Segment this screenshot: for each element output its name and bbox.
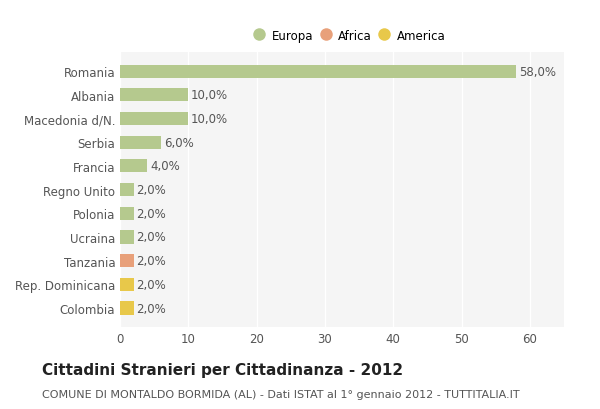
Text: 2,0%: 2,0% [136,207,166,220]
Text: 2,0%: 2,0% [136,184,166,197]
Text: COMUNE DI MONTALDO BORMIDA (AL) - Dati ISTAT al 1° gennaio 2012 - TUTTITALIA.IT: COMUNE DI MONTALDO BORMIDA (AL) - Dati I… [42,389,520,399]
Bar [120,65,516,79]
Bar [120,207,134,220]
Bar [120,302,134,315]
Bar [120,184,134,197]
Bar [120,160,148,173]
Text: 2,0%: 2,0% [136,254,166,267]
Bar [120,137,161,149]
Text: 2,0%: 2,0% [136,231,166,244]
Text: 10,0%: 10,0% [191,89,228,102]
Text: Cittadini Stranieri per Cittadinanza - 2012: Cittadini Stranieri per Cittadinanza - 2… [42,362,403,377]
Text: 2,0%: 2,0% [136,302,166,315]
Legend: Europa, Africa, America: Europa, Africa, America [253,26,449,46]
Bar [120,89,188,102]
Bar [120,113,188,126]
Text: 58,0%: 58,0% [519,65,556,79]
Text: 2,0%: 2,0% [136,278,166,291]
Text: 6,0%: 6,0% [164,137,193,149]
Text: 10,0%: 10,0% [191,113,228,126]
Bar [120,231,134,244]
Bar [120,254,134,267]
Text: 4,0%: 4,0% [150,160,180,173]
Bar [120,278,134,291]
